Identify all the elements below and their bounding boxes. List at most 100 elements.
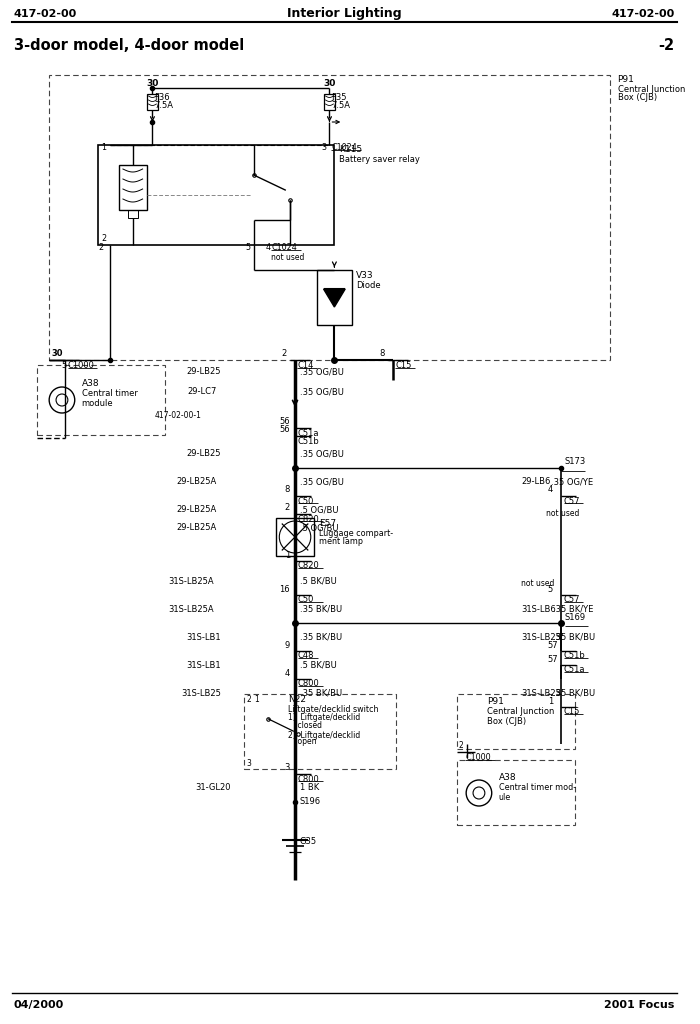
Text: 1: 1 xyxy=(548,696,553,706)
Text: C51a: C51a xyxy=(564,666,585,675)
Text: module: module xyxy=(82,398,113,408)
Text: 31S-LB25: 31S-LB25 xyxy=(522,688,561,697)
Text: 31S-LB1: 31S-LB1 xyxy=(187,633,221,641)
Text: A38: A38 xyxy=(82,379,99,387)
Text: Box (CJB): Box (CJB) xyxy=(486,717,526,725)
Text: K115: K115 xyxy=(340,145,363,155)
Text: 29-LB25A: 29-LB25A xyxy=(176,477,216,486)
Text: C800: C800 xyxy=(298,680,320,688)
Text: 29-LB25A: 29-LB25A xyxy=(176,523,216,532)
Text: .35 BK/BU: .35 BK/BU xyxy=(300,633,342,641)
Text: C15: C15 xyxy=(395,361,412,371)
Text: .35 BK/BU: .35 BK/BU xyxy=(300,604,342,613)
Text: V33: V33 xyxy=(356,271,374,281)
Text: 8: 8 xyxy=(285,485,290,495)
Text: C50: C50 xyxy=(298,596,314,604)
Text: 2: 2 xyxy=(247,695,251,705)
Text: 2: 2 xyxy=(285,504,290,512)
Text: 2: 2 xyxy=(281,349,286,358)
Text: Battery saver relay: Battery saver relay xyxy=(340,156,420,165)
Bar xyxy=(316,270,352,325)
Text: C800: C800 xyxy=(298,774,320,783)
Text: Central Junction: Central Junction xyxy=(486,708,554,717)
Text: 31S-LB25A: 31S-LB25A xyxy=(169,577,214,586)
Text: S169: S169 xyxy=(564,612,586,622)
Text: 56: 56 xyxy=(279,426,290,434)
Text: 2: 2 xyxy=(102,234,106,243)
Text: 417-02-00: 417-02-00 xyxy=(611,9,675,19)
Text: 2: 2 xyxy=(458,741,463,751)
Text: 2)  Liftgate/decklid: 2) Liftgate/decklid xyxy=(288,730,360,739)
Text: ment lamp: ment lamp xyxy=(318,538,363,547)
Text: 30: 30 xyxy=(146,79,159,87)
Text: 31S-LB25: 31S-LB25 xyxy=(522,633,561,641)
Text: C1000: C1000 xyxy=(68,361,95,371)
Text: C1024: C1024 xyxy=(331,142,357,152)
Text: not used: not used xyxy=(546,510,579,518)
Text: C57: C57 xyxy=(564,596,580,604)
Bar xyxy=(457,760,575,825)
Text: A38: A38 xyxy=(498,773,516,782)
Text: C15: C15 xyxy=(564,708,580,717)
Text: C51b: C51b xyxy=(564,651,585,660)
Text: 1)  Liftgate/decklid: 1) Liftgate/decklid xyxy=(288,714,360,723)
Polygon shape xyxy=(323,289,345,307)
Text: 31S-LB6: 31S-LB6 xyxy=(522,604,556,613)
Text: 4: 4 xyxy=(265,243,270,252)
Text: -2: -2 xyxy=(659,39,675,53)
Text: 3: 3 xyxy=(247,760,252,768)
Text: G35: G35 xyxy=(300,838,317,847)
Text: .35 OG/YE: .35 OG/YE xyxy=(551,477,593,486)
Text: C14: C14 xyxy=(297,361,314,371)
Bar xyxy=(146,94,158,110)
Text: .35 OG/BU: .35 OG/BU xyxy=(300,477,344,486)
Text: N22: N22 xyxy=(288,695,306,705)
Bar xyxy=(119,165,146,210)
Text: .35 BK/BU: .35 BK/BU xyxy=(553,633,595,641)
Text: 04/2000: 04/2000 xyxy=(14,1000,64,1010)
Text: .5 BK/BU: .5 BK/BU xyxy=(300,660,337,670)
Text: Central timer: Central timer xyxy=(82,388,137,397)
Text: F35: F35 xyxy=(331,93,347,102)
Text: 9: 9 xyxy=(285,640,290,649)
Text: C820: C820 xyxy=(298,561,320,570)
Text: 417-02-00-1: 417-02-00-1 xyxy=(155,412,202,421)
Text: 57: 57 xyxy=(548,654,559,664)
Text: 29-LB25: 29-LB25 xyxy=(187,368,221,377)
Text: 29-LC7: 29-LC7 xyxy=(187,387,216,396)
Text: .35 OG/BU: .35 OG/BU xyxy=(300,387,344,396)
Text: .35 BK/BU: .35 BK/BU xyxy=(553,688,595,697)
Text: 5: 5 xyxy=(246,243,251,252)
Text: 30: 30 xyxy=(51,349,62,358)
Text: C57: C57 xyxy=(564,497,580,506)
Text: .35 BK/YE: .35 BK/YE xyxy=(553,604,593,613)
Text: C51b: C51b xyxy=(298,436,320,445)
Text: 29-LB25A: 29-LB25A xyxy=(176,506,216,514)
Text: 5: 5 xyxy=(548,585,553,594)
Text: 7.5A: 7.5A xyxy=(155,100,174,110)
Text: 1: 1 xyxy=(285,551,290,559)
Text: 31S-LB25A: 31S-LB25A xyxy=(169,604,214,613)
Text: 29-LB25: 29-LB25 xyxy=(187,450,221,459)
Text: not used: not used xyxy=(272,253,304,261)
Text: S173: S173 xyxy=(564,458,586,467)
Text: 1: 1 xyxy=(253,695,258,705)
Text: 31-GL20: 31-GL20 xyxy=(195,783,231,793)
Text: .5 BK/BU: .5 BK/BU xyxy=(300,577,337,586)
Text: not used: not used xyxy=(522,579,554,588)
Text: S196: S196 xyxy=(300,798,321,807)
Text: C51a: C51a xyxy=(298,428,319,437)
Text: 2001 Focus: 2001 Focus xyxy=(604,1000,675,1010)
Text: 1 BK: 1 BK xyxy=(300,783,319,793)
Text: open: open xyxy=(288,737,316,746)
Text: .35 OG/BU: .35 OG/BU xyxy=(300,450,344,459)
Text: 5: 5 xyxy=(61,361,66,371)
Bar xyxy=(37,365,165,435)
Text: 1: 1 xyxy=(102,142,106,152)
Text: 417-02-00: 417-02-00 xyxy=(14,9,77,19)
Bar xyxy=(244,694,396,769)
Text: C1024: C1024 xyxy=(272,243,298,252)
Text: closed: closed xyxy=(288,721,322,729)
Text: 4: 4 xyxy=(285,669,290,678)
Bar xyxy=(276,518,314,556)
